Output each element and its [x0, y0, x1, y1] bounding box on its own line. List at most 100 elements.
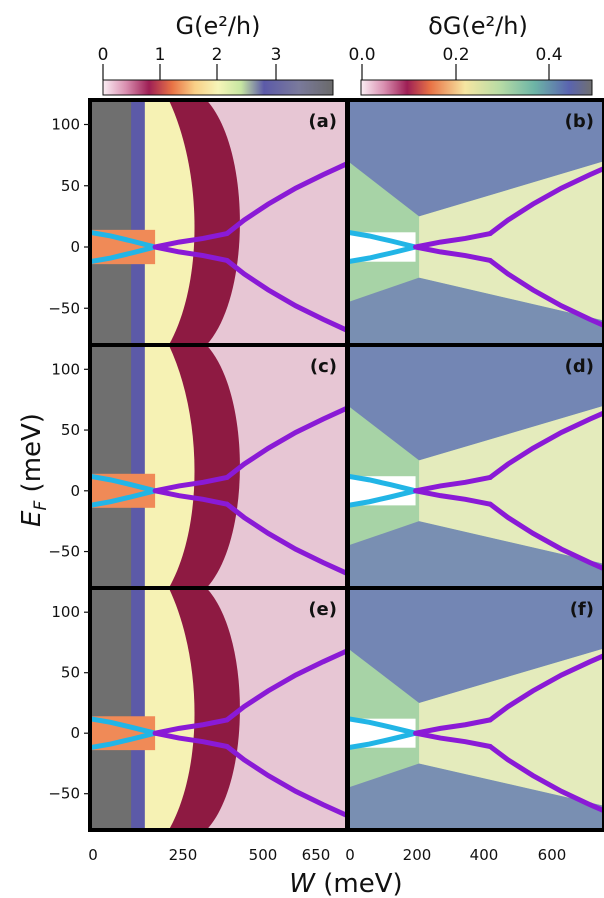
panel-c: (c): [88, 343, 349, 590]
cb-g-tick-1: 1: [155, 45, 166, 65]
band-curve-purple-outer: [487, 165, 604, 237]
band-curve-cyan: [348, 488, 419, 508]
panel-b: (b): [346, 98, 604, 347]
band-curve-purple-outer: [224, 405, 347, 480]
band-curve-cyan: [348, 716, 419, 736]
colorbar-dg: [360, 79, 593, 96]
panel-a: (a): [88, 98, 349, 347]
band-curve-purple-inner: [413, 717, 493, 736]
band-curve-purple-inner: [152, 474, 230, 494]
right-xtick-0: 0: [345, 846, 355, 864]
panel-d: (d): [346, 343, 604, 590]
y-tick-label: 100: [51, 116, 80, 134]
right-xtick-1: 200: [403, 846, 432, 864]
y-tick-label: −50: [48, 543, 80, 561]
colorbar-title-dg: δG(e²/h): [428, 12, 528, 40]
band-curve-purple-inner: [152, 244, 230, 263]
band-curve-purple-outer: [224, 161, 347, 237]
band-curve-purple-inner: [413, 244, 493, 263]
panel-label: (e): [308, 599, 337, 620]
y-axis-label: EF (meV): [17, 413, 51, 527]
left-xtick-1: 250: [169, 846, 198, 864]
band-curve-cyan: [90, 473, 158, 494]
band-curve-purple-inner: [152, 231, 230, 250]
y-tick-label: 100: [51, 603, 80, 621]
band-curve-cyan: [348, 473, 419, 494]
band-curve-cyan: [90, 730, 158, 751]
band-curve-purple-outer: [487, 257, 604, 329]
cb-g-tick-3: 3: [271, 45, 282, 65]
panel-label: (b): [565, 111, 594, 132]
band-curve-purple-outer: [487, 744, 604, 814]
dg-yellow-wedge: [419, 161, 604, 321]
band-curve-purple-inner: [413, 730, 493, 750]
band-curve-purple-inner: [413, 488, 493, 507]
panel-e: (e): [88, 586, 349, 832]
band-curve-purple-outer: [224, 257, 347, 333]
band-curve-cyan: [90, 229, 158, 250]
panel-label: (c): [310, 356, 337, 377]
colorbar-title-g: G(e²/h): [175, 12, 260, 40]
band-curve-purple-outer: [487, 501, 604, 572]
y-tick-label: 50: [61, 177, 80, 195]
band-curve-purple-outer: [224, 648, 347, 723]
dg-blue-top: [348, 345, 604, 461]
dg-blue-top: [348, 588, 604, 703]
cb-g-tick-2: 2: [212, 45, 223, 65]
left-xtick-2: 500: [249, 846, 278, 864]
right-xtick-2: 400: [470, 846, 499, 864]
band-curve-purple-outer: [224, 744, 347, 818]
right-xtick-3: 600: [538, 846, 567, 864]
panel-f: (f): [346, 586, 604, 832]
y-tick-label: 50: [61, 421, 80, 439]
y-tick-label: 0: [70, 238, 80, 256]
band-curve-purple-outer: [487, 652, 604, 723]
y-tick-label: 50: [61, 664, 80, 682]
g-blue-region: [127, 100, 145, 345]
y-tick-labels: 100 50 0 −50 100 50 0 −50 100 50 0 −50: [48, 116, 90, 803]
x-label-symbol: W: [289, 869, 316, 898]
y-tick-label: −50: [48, 785, 80, 803]
y-label-symbol: E: [17, 510, 47, 527]
y-tick-label: 0: [70, 724, 80, 742]
cb-dg-tick-2: 0.4: [535, 45, 562, 65]
g-grey-region: [90, 100, 132, 345]
g-blue-region: [127, 345, 145, 588]
x-axis-label: W (meV): [289, 869, 402, 898]
colorbar-tick-marks: [102, 64, 550, 80]
band-curve-cyan: [348, 730, 419, 751]
band-curve-cyan: [90, 716, 158, 736]
g-grey-region: [90, 345, 132, 588]
band-curve-purple-outer: [487, 410, 604, 480]
band-curve-purple-inner: [413, 231, 493, 250]
y-label-unit: (meV): [17, 413, 47, 501]
band-curve-purple-inner: [152, 717, 230, 736]
g-yellow-region: [131, 588, 195, 830]
g-blue-region: [127, 588, 145, 830]
panels: (a) (b) (c) (d) (e) (f): [88, 98, 604, 832]
cb-dg-tick-0: 0.0: [348, 45, 375, 65]
dg-blue-bottom: [348, 277, 604, 345]
band-curve-cyan: [90, 488, 158, 508]
dg-blue-bottom: [348, 763, 604, 830]
band-curve-purple-inner: [152, 488, 230, 507]
dg-blue-top: [348, 100, 604, 217]
colorbar-g: [102, 79, 334, 96]
dg-yellow-wedge: [419, 648, 604, 806]
panel-label: (f): [570, 599, 594, 620]
cb-g-tick-0: 0: [98, 45, 109, 65]
g-yellow-region: [131, 100, 195, 345]
band-curve-cyan: [348, 244, 419, 265]
band-curve-purple-outer: [224, 501, 347, 576]
panel-frame: [346, 586, 604, 832]
y-tick-label: 100: [51, 360, 80, 378]
g-grey-region: [90, 588, 132, 830]
g-yellow-region: [131, 345, 195, 588]
panel-label: (d): [565, 356, 594, 377]
y-tick-label: 0: [70, 482, 80, 500]
x-label-unit: (meV): [315, 869, 403, 898]
band-curve-purple-inner: [413, 474, 493, 494]
cb-dg-tick-1: 0.2: [442, 45, 469, 65]
band-curve-cyan: [90, 244, 158, 265]
